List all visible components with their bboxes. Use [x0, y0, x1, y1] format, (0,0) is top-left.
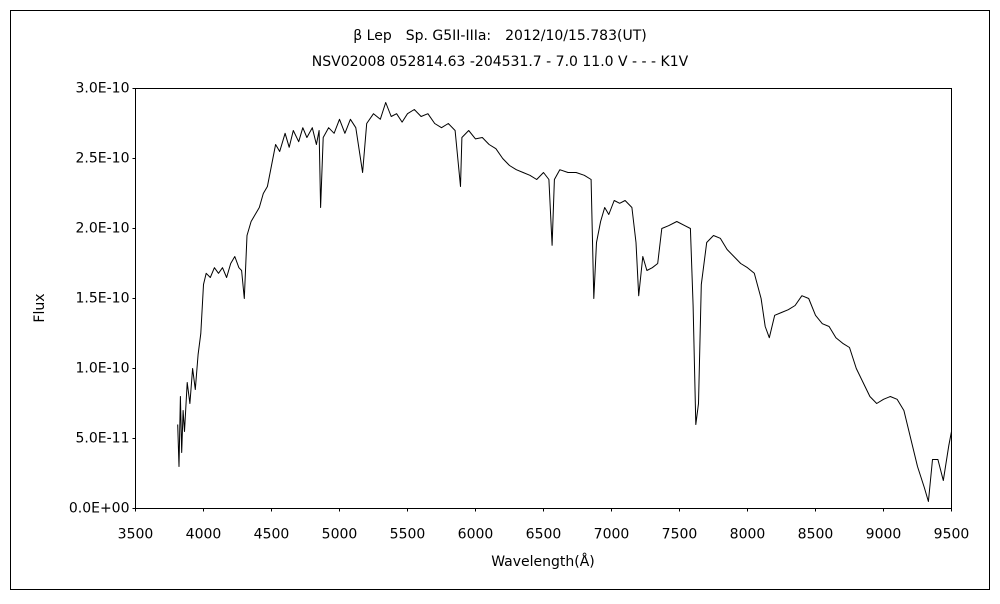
- y-tick-label: 1.0E-10: [76, 361, 130, 377]
- y-tick-label: 5.0E-11: [76, 431, 130, 447]
- x-tick-label: 8500: [798, 527, 834, 543]
- x-tick-label: 9000: [866, 527, 902, 543]
- y-tick-label: 3.0E-10: [76, 81, 130, 97]
- x-tick-label: 3500: [118, 527, 154, 543]
- x-tick-label: 6000: [458, 527, 494, 543]
- y-tick-label: 2.0E-10: [76, 221, 130, 237]
- chart-title: β Lep Sp. G5II-IIIa: 2012/10/15.783(UT): [353, 28, 646, 44]
- chart-subtitle: NSV02008 052814.63 -204531.7 - 7.0 11.0 …: [312, 54, 689, 70]
- x-tick-label: 8000: [730, 527, 766, 543]
- y-tick-label: 0.0E+00: [69, 501, 130, 517]
- y-axis-label: Flux: [32, 293, 48, 322]
- x-tick-label: 4000: [186, 527, 222, 543]
- x-tick-label: 7000: [594, 527, 630, 543]
- x-axis-label: Wavelength(Å): [491, 553, 595, 570]
- y-tick-label: 1.5E-10: [76, 291, 130, 307]
- x-tick-label: 7500: [662, 527, 698, 543]
- x-tick-label: 4500: [254, 527, 290, 543]
- x-tick-label: 5500: [390, 527, 426, 543]
- y-tick-label: 2.5E-10: [76, 151, 130, 167]
- spectrum-line: [177, 102, 952, 502]
- outer-frame: [10, 10, 990, 590]
- x-tick-label: 5000: [322, 527, 358, 543]
- x-tick-label: 6500: [526, 527, 562, 543]
- x-tick-label: 9500: [934, 527, 970, 543]
